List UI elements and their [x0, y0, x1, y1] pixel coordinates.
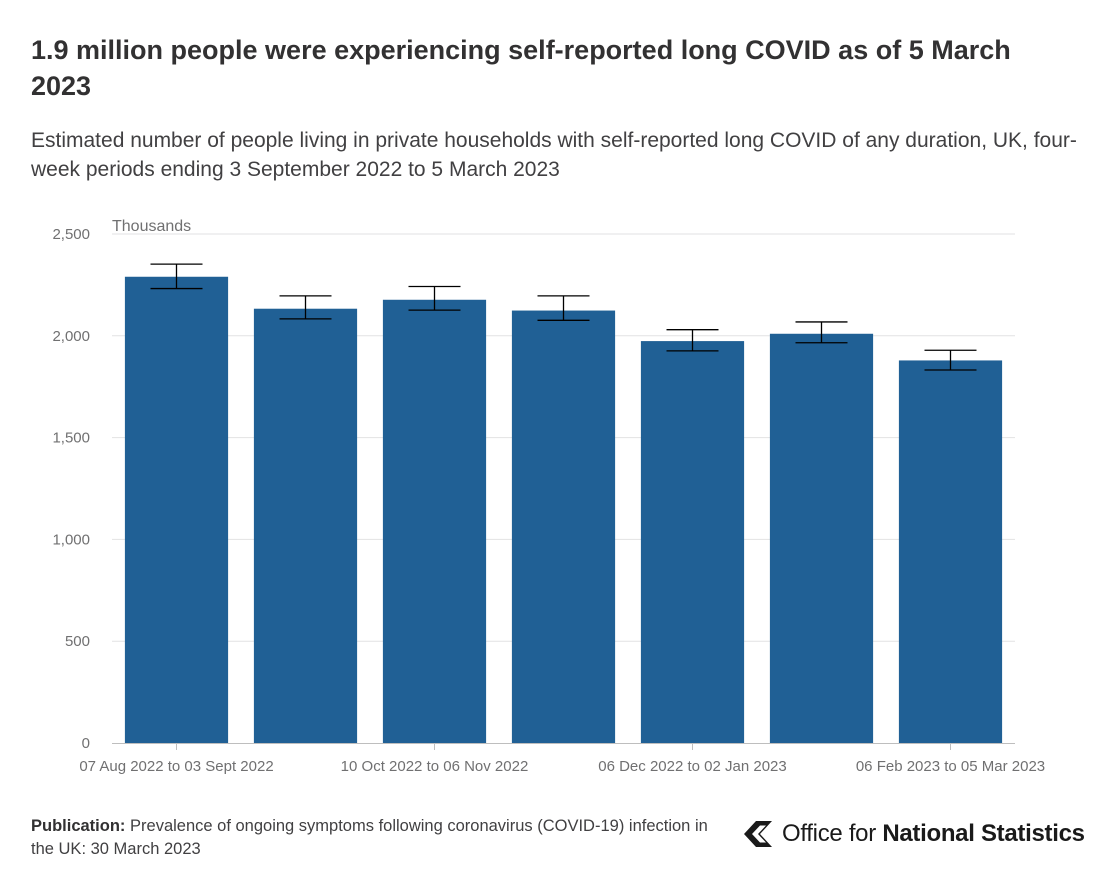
x-tick-label: 06 Dec 2022 to 02 Jan 2023 — [598, 758, 786, 775]
bar — [253, 308, 358, 743]
x-tick-label: 07 Aug 2022 to 03 Sept 2022 — [79, 758, 273, 775]
ons-logo-icon — [744, 821, 772, 847]
y-tick-label: 2,000 — [52, 328, 90, 345]
logo-text-bold: National Statistics — [882, 820, 1085, 847]
y-tick-label: 500 — [65, 633, 90, 650]
y-tick-label: 2,500 — [52, 226, 90, 243]
x-tick-label: 10 Oct 2022 to 06 Nov 2022 — [341, 758, 529, 775]
ons-logo-text: Office for National Statistics — [782, 820, 1085, 848]
chart-title: 1.9 million people were experiencing sel… — [31, 35, 1011, 101]
publication-note: Publication: Prevalence of ongoing sympt… — [31, 815, 721, 861]
bar — [769, 333, 874, 743]
publication-text: Prevalence of ongoing symptoms following… — [31, 817, 708, 858]
bar-chart: 0 500 1,000 1,500 2,000 2,500 Thousands 07 Au… — [52, 218, 1045, 775]
bar — [511, 310, 616, 743]
x-axis-ticks: 07 Aug 2022 to 03 Sept 2022 10 Oct 2022 t… — [79, 743, 1045, 775]
bar — [898, 360, 1003, 743]
bar — [124, 276, 229, 743]
bars — [124, 276, 1003, 743]
bar — [382, 299, 487, 743]
chart-subtitle: Estimated number of people living in pri… — [31, 129, 1077, 181]
error-bars — [150, 263, 977, 371]
y-tick-label: 1,000 — [52, 531, 90, 548]
publication-label: Publication: — [31, 817, 126, 835]
y-tick-label: 0 — [82, 735, 90, 752]
y-axis-ticks: 0 500 1,000 1,500 2,000 2,500 — [52, 226, 90, 752]
bar — [640, 341, 745, 743]
ons-logo: Office for National Statistics — [742, 817, 1085, 851]
y-tick-label: 1,500 — [52, 430, 90, 447]
logo-text-light: Office for — [782, 820, 876, 847]
x-tick-label: 06 Feb 2023 to 05 Mar 2023 — [856, 758, 1045, 775]
y-axis-label: Thousands — [112, 218, 191, 235]
